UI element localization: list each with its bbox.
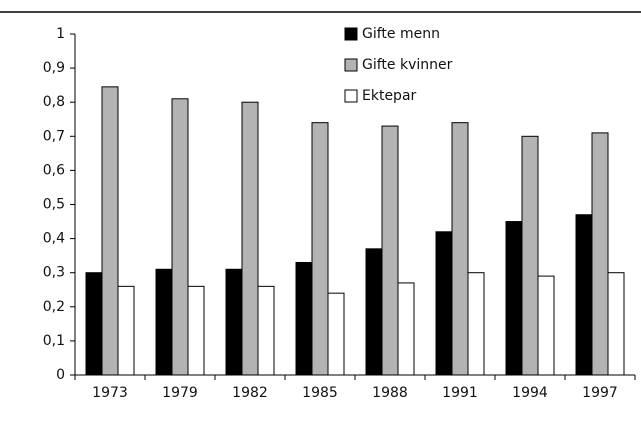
bar (225, 268, 243, 376)
legend-swatch (344, 58, 358, 72)
bar (257, 285, 275, 376)
bar (537, 275, 555, 376)
y-tick-label: 0 (56, 367, 65, 383)
bar (101, 86, 119, 376)
y-tick-label: 0,1 (43, 333, 65, 349)
bar (327, 292, 345, 376)
bar (591, 132, 609, 376)
bar (187, 285, 205, 376)
bar (155, 268, 173, 376)
x-tick-label: 1988 (372, 385, 408, 401)
bar (295, 261, 313, 376)
legend-swatch (344, 89, 358, 103)
y-tick-label: 0,2 (43, 299, 65, 315)
bar (85, 272, 103, 376)
bar (505, 221, 523, 376)
bar (521, 135, 539, 376)
bar (607, 272, 625, 376)
y-tick-label: 0,5 (43, 197, 65, 213)
bar (397, 282, 415, 376)
y-tick-label: 0,7 (43, 128, 65, 144)
y-tick-label: 0,3 (43, 265, 65, 281)
legend-label: Gifte kvinner (362, 57, 453, 73)
y-tick-label: 0,8 (43, 94, 65, 110)
bar (241, 101, 259, 376)
legend-swatch (344, 27, 358, 41)
x-tick-label: 1994 (512, 385, 548, 401)
x-tick-label: 1982 (232, 385, 268, 401)
bar (575, 214, 593, 376)
bar (311, 122, 329, 376)
legend-label: Ektepar (362, 88, 417, 104)
bar (451, 122, 469, 376)
bar (171, 98, 189, 376)
bar (381, 125, 399, 376)
y-tick-label: 0,6 (43, 162, 65, 178)
x-tick-label: 1997 (582, 385, 618, 401)
bar (365, 248, 383, 376)
x-tick-label: 1985 (302, 385, 338, 401)
y-tick-label: 0,9 (43, 60, 65, 76)
bar (435, 231, 453, 376)
x-tick-label: 1973 (92, 385, 128, 401)
legend-label: Gifte menn (362, 26, 440, 42)
y-tick-label: 1 (56, 26, 65, 42)
bar (117, 285, 135, 376)
x-tick-label: 1979 (162, 385, 198, 401)
x-tick-label: 1991 (442, 385, 478, 401)
y-tick-label: 0,4 (43, 231, 65, 247)
bar (467, 272, 485, 376)
